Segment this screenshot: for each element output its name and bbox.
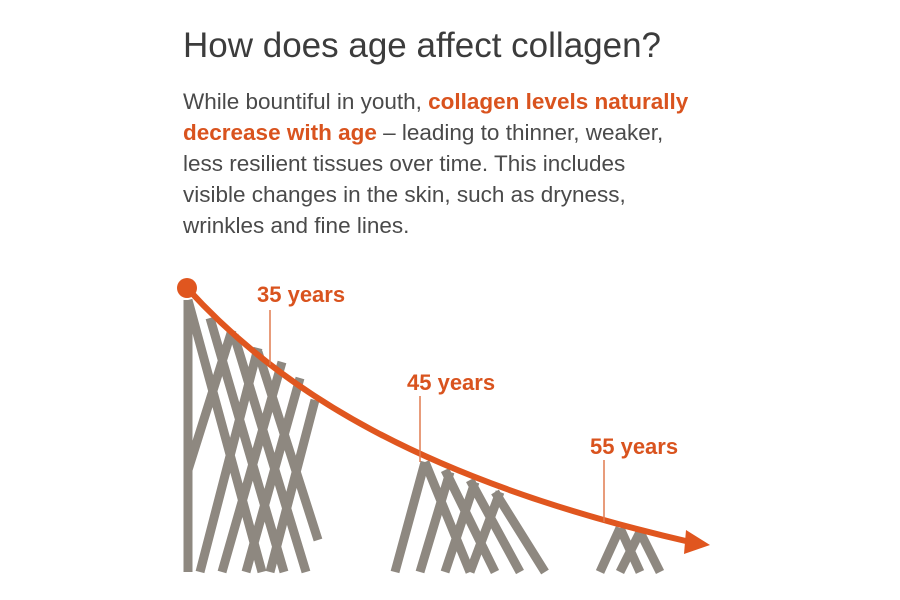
decline-curve: [184, 285, 691, 545]
collagen-strands: [183, 298, 665, 575]
intro-rest: – leading to thinner, weaker, less resil…: [183, 120, 664, 238]
start-dot: [177, 278, 197, 298]
age-label: 35 years: [257, 282, 345, 307]
age-label: 45 years: [407, 370, 495, 395]
arrowhead: [684, 530, 710, 554]
intro-highlight: collagen levels naturally decrease with …: [183, 89, 689, 145]
intro-text: While bountiful in youth, collagen level…: [183, 86, 693, 241]
age-label: 55 years: [590, 434, 678, 459]
intro-lead: While bountiful in youth,: [183, 89, 429, 114]
title: How does age affect collagen?: [183, 26, 662, 65]
